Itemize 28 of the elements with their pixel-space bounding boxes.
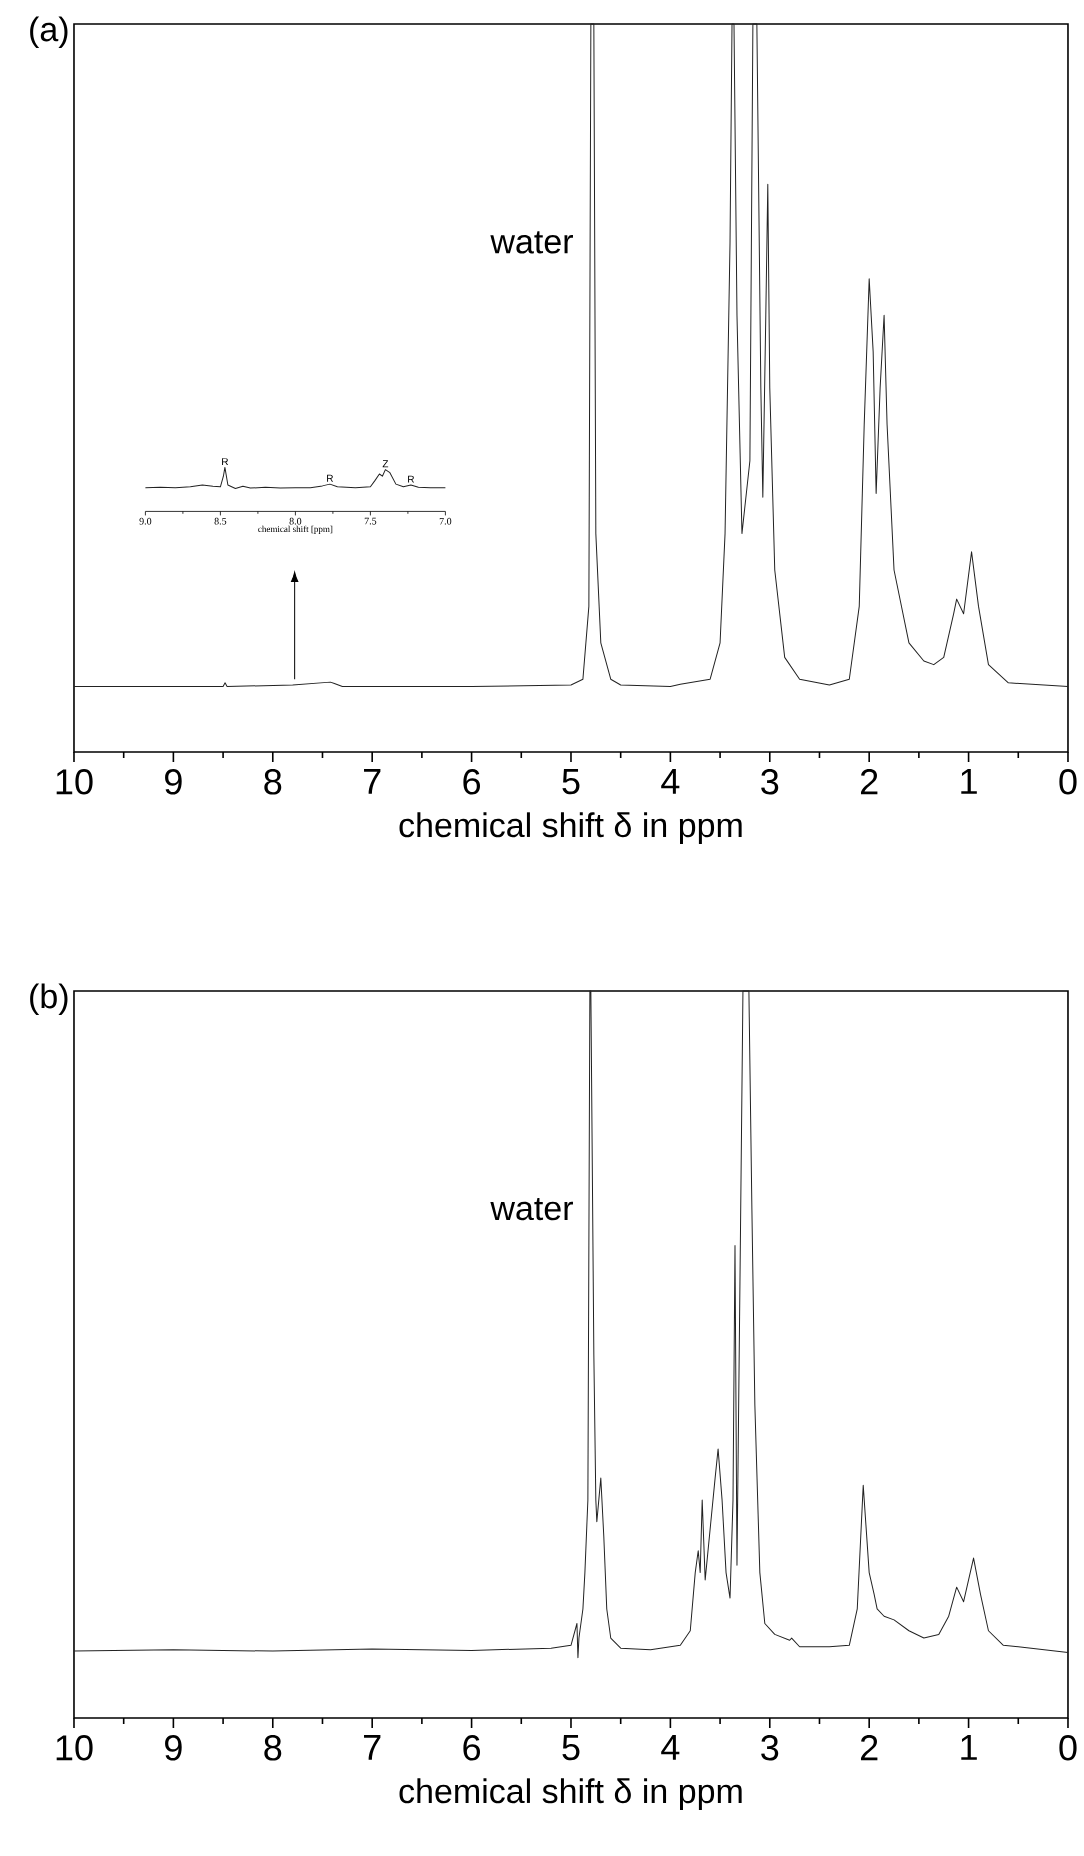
chart-title: (a) xyxy=(29,16,68,49)
x-tick-label: 0 xyxy=(1059,1735,1077,1761)
x-tick-label: 6 xyxy=(463,769,480,795)
x-tick-label: 2 xyxy=(860,1735,878,1761)
annotation: water xyxy=(490,231,573,254)
x-tick-label: 10 xyxy=(56,769,93,795)
x-tick-label: 6 xyxy=(463,1735,480,1761)
x-tick-label: 7 xyxy=(363,769,381,794)
x-tick-label: 9 xyxy=(164,769,182,795)
x-tick-label: 1 xyxy=(960,769,977,794)
x-tick-label: 9 xyxy=(164,1735,182,1761)
x-tick-label: 1 xyxy=(960,1735,977,1760)
x-tick-label: 8 xyxy=(264,1735,281,1761)
x-tick-label: 4 xyxy=(660,1735,680,1760)
x-tick-label: 3 xyxy=(760,1735,778,1761)
x-tick-label: 0 xyxy=(1059,769,1077,795)
x-tick-label: 5 xyxy=(562,769,580,795)
x-axis-title: chemical shift δ in ppm xyxy=(399,1778,742,1810)
x-tick-label: 5 xyxy=(562,1735,580,1761)
x-tick-label: 2 xyxy=(860,769,878,795)
x-tick-label: 3 xyxy=(760,769,778,795)
x-axis-title: chemical shift δ in ppm xyxy=(399,812,742,844)
x-tick-label: 8 xyxy=(264,769,281,795)
annotation: water xyxy=(490,1197,573,1221)
x-tick-label: 4 xyxy=(660,769,680,794)
x-tick-label: 10 xyxy=(56,1735,93,1761)
chart-title: (b) xyxy=(29,983,68,1016)
x-tick-label: 7 xyxy=(363,1735,381,1760)
